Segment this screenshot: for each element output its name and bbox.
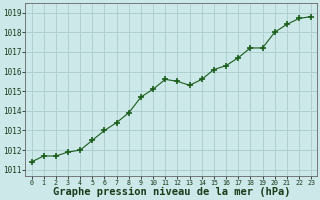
X-axis label: Graphe pression niveau de la mer (hPa): Graphe pression niveau de la mer (hPa) — [52, 187, 290, 197]
